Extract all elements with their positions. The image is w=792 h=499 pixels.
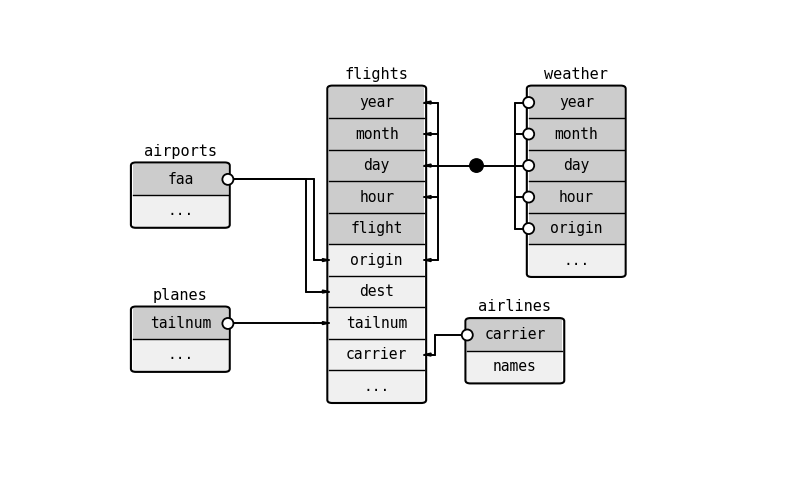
Ellipse shape: [524, 192, 534, 203]
Bar: [133, 308, 228, 339]
Text: day: day: [364, 158, 390, 173]
Polygon shape: [425, 258, 431, 261]
Bar: [529, 181, 624, 213]
Bar: [467, 351, 562, 382]
Ellipse shape: [524, 160, 534, 171]
Text: tailnum: tailnum: [346, 315, 407, 330]
Bar: [329, 245, 425, 276]
Ellipse shape: [524, 223, 534, 234]
Bar: [329, 307, 425, 339]
Ellipse shape: [470, 159, 483, 172]
Text: month: month: [554, 127, 598, 142]
Ellipse shape: [524, 129, 534, 140]
Polygon shape: [322, 258, 329, 261]
Text: ...: ...: [167, 347, 193, 362]
Bar: [329, 181, 425, 213]
Ellipse shape: [524, 97, 534, 108]
Polygon shape: [322, 290, 329, 293]
Ellipse shape: [223, 174, 234, 185]
Bar: [329, 339, 425, 370]
Text: flights: flights: [345, 67, 409, 82]
Bar: [329, 150, 425, 181]
Polygon shape: [425, 101, 431, 104]
Text: ...: ...: [364, 379, 390, 394]
Bar: [529, 87, 624, 118]
Text: ...: ...: [167, 204, 193, 219]
Polygon shape: [322, 322, 329, 324]
Bar: [133, 195, 228, 227]
Bar: [133, 164, 228, 195]
Polygon shape: [425, 133, 431, 136]
Text: origin: origin: [351, 252, 403, 267]
Text: month: month: [355, 127, 398, 142]
Text: ...: ...: [563, 252, 589, 267]
Text: day: day: [563, 158, 589, 173]
Polygon shape: [425, 196, 431, 199]
Bar: [329, 87, 425, 118]
Bar: [329, 118, 425, 150]
Text: year: year: [558, 95, 594, 110]
Text: names: names: [493, 359, 537, 374]
Bar: [467, 319, 562, 351]
Text: faa: faa: [167, 172, 193, 187]
Text: carrier: carrier: [346, 347, 407, 362]
Bar: [529, 213, 624, 245]
Text: weather: weather: [544, 67, 608, 82]
Text: dest: dest: [360, 284, 394, 299]
Ellipse shape: [462, 329, 473, 340]
Bar: [329, 213, 425, 245]
Text: year: year: [360, 95, 394, 110]
Bar: [329, 276, 425, 307]
Bar: [529, 245, 624, 276]
Text: origin: origin: [550, 221, 603, 236]
Bar: [329, 370, 425, 402]
Bar: [529, 150, 624, 181]
Text: planes: planes: [153, 288, 208, 303]
Polygon shape: [425, 164, 431, 167]
Text: airports: airports: [144, 144, 217, 159]
Text: flight: flight: [351, 221, 403, 236]
Ellipse shape: [223, 318, 234, 329]
Text: hour: hour: [558, 190, 594, 205]
Text: carrier: carrier: [484, 327, 546, 342]
Text: hour: hour: [360, 190, 394, 205]
Bar: [529, 118, 624, 150]
Text: airlines: airlines: [478, 299, 551, 314]
Polygon shape: [425, 353, 431, 356]
Bar: [133, 339, 228, 371]
Text: tailnum: tailnum: [150, 316, 211, 331]
